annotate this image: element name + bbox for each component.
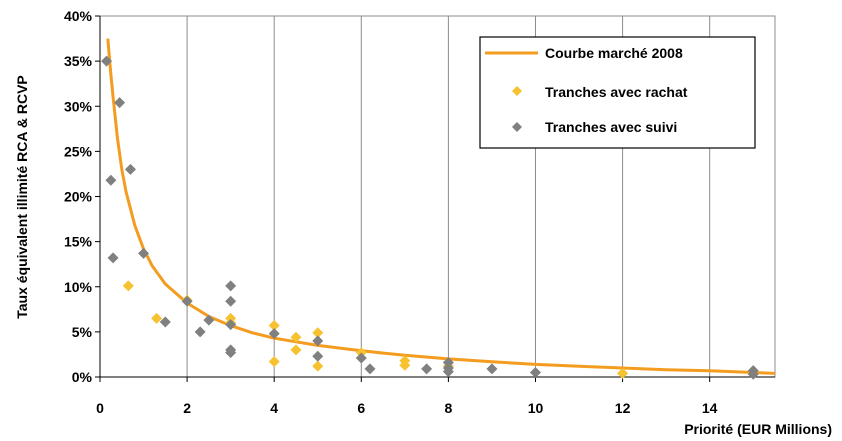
rachat-point-0 [122,280,134,292]
gridlines [186,16,711,377]
x-tick-label-2: 4 [270,400,278,416]
x-tick-label-6: 12 [615,400,631,416]
suivi-point-8 [194,326,206,338]
suivi-point-17 [312,350,324,362]
legend-label-curve: Courbe marché 2008 [545,45,683,61]
y-tick-label-7: 35% [64,53,93,69]
x-tick-label-1: 2 [183,400,191,416]
suivi-point-20 [421,363,433,375]
rachat-point-5 [268,320,280,332]
suivi-point-11 [225,295,237,307]
rachat-point-13 [399,359,411,371]
legend-label-rachat: Tranches avec rachat [545,84,688,100]
suivi-point-1 [105,174,117,186]
x-tick-label-7: 14 [702,400,718,416]
suivi-point-12 [225,319,237,331]
y-tick-label-0: 0% [72,369,93,385]
tick-labels: 0% 5% 10% 15% 20% 25% 30% 35% 40% 0 2 4 6 8 10 12 14 [64,8,718,416]
suivi-point-5 [138,247,150,259]
suivi-point-9 [203,314,215,326]
legend: Courbe marché 2008 Tranches avec rachat … [479,36,756,149]
suivi-point-25 [529,366,541,378]
x-tick-label-0: 0 [96,400,104,416]
y-tick-label-3: 15% [64,234,93,250]
suivi-point-0 [101,55,113,67]
y-tick-label-1: 5% [72,324,93,340]
axes [95,15,776,382]
suivi-point-2 [107,252,119,264]
suivi-point-24 [486,363,498,375]
legend-suivi-swatch [512,122,522,132]
point-series [101,55,759,380]
x-tick-label-4: 8 [444,400,452,416]
curve-line [106,38,776,375]
rachat-point-7 [290,331,302,343]
y-axis-title: Taux équivalent illimité RCA & RCVP [14,75,30,319]
y-tick-label-2: 10% [64,279,93,295]
rachat-point-8 [290,344,302,356]
suivi-point-18 [355,352,367,364]
legend-box [479,36,756,149]
rachat-point-1 [151,312,163,324]
suivi-point-6 [159,316,171,328]
x-axis-title: Priorité (EUR Millions) [684,421,832,437]
legend-rachat-swatch [512,86,522,96]
suivi-point-15 [268,328,280,340]
suivi-point-19 [364,363,376,375]
y-tick-label-4: 20% [64,189,93,205]
suivi-point-27 [747,368,759,380]
rachat-point-6 [268,356,280,368]
suivi-point-14 [225,347,237,359]
suivi-point-7 [181,295,193,307]
x-tick-label-5: 10 [528,400,544,416]
rachat-point-10 [312,360,324,372]
x-tick-label-3: 6 [357,400,365,416]
suivi-point-16 [312,335,324,347]
rachat-point-9 [312,327,324,339]
suivi-point-3 [114,97,126,109]
y-tick-label-6: 30% [64,98,93,114]
suivi-point-4 [124,163,136,175]
legend-label-suivi: Tranches avec suivi [545,119,677,135]
curve-series [106,38,776,375]
rachat-point-15 [617,367,629,379]
suivi-point-23 [442,366,454,378]
y-tick-label-8: 40% [64,8,93,24]
suivi-point-10 [225,280,237,292]
y-tick-label-5: 25% [64,143,93,159]
